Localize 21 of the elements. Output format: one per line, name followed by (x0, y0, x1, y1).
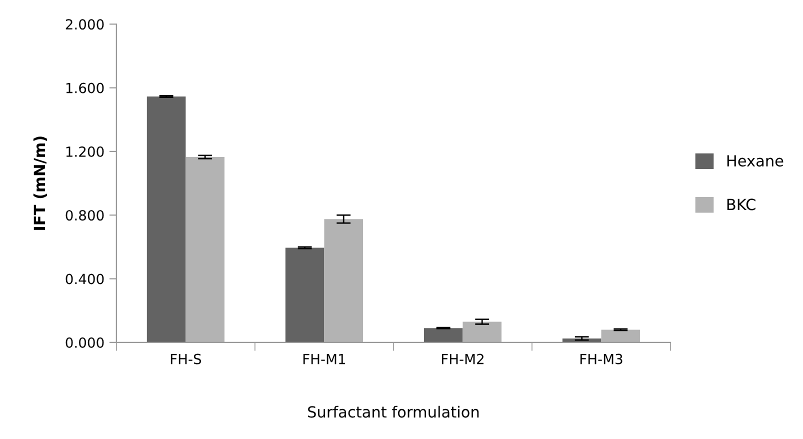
x-tick-label: FH-M3 (580, 354, 622, 364)
x-tick-label: FH-M1 (303, 354, 346, 364)
y-tick-label: 0.000 (66, 337, 104, 348)
y-tick-label: 2.000 (66, 19, 104, 30)
bar (424, 328, 463, 342)
y-tick-label: 1.200 (66, 146, 104, 157)
bar (601, 330, 640, 342)
x-tick-label: FH-S (170, 354, 202, 364)
y-axis-title: IFT (mN/m) (33, 136, 48, 230)
y-tick-label: 1.600 (66, 82, 104, 94)
legend-label: Hexane (727, 155, 784, 167)
bar (462, 322, 502, 342)
bar (285, 248, 324, 342)
legend-label: BKC (727, 198, 756, 210)
x-tick-label: FH-M2 (442, 354, 484, 364)
bar (146, 96, 186, 342)
y-tick-label: 0.400 (66, 274, 104, 284)
y-tick-label: 0.800 (66, 210, 104, 221)
bar (186, 157, 224, 342)
x-axis-title: Surfactant formulation (308, 406, 479, 418)
bar (324, 219, 363, 342)
